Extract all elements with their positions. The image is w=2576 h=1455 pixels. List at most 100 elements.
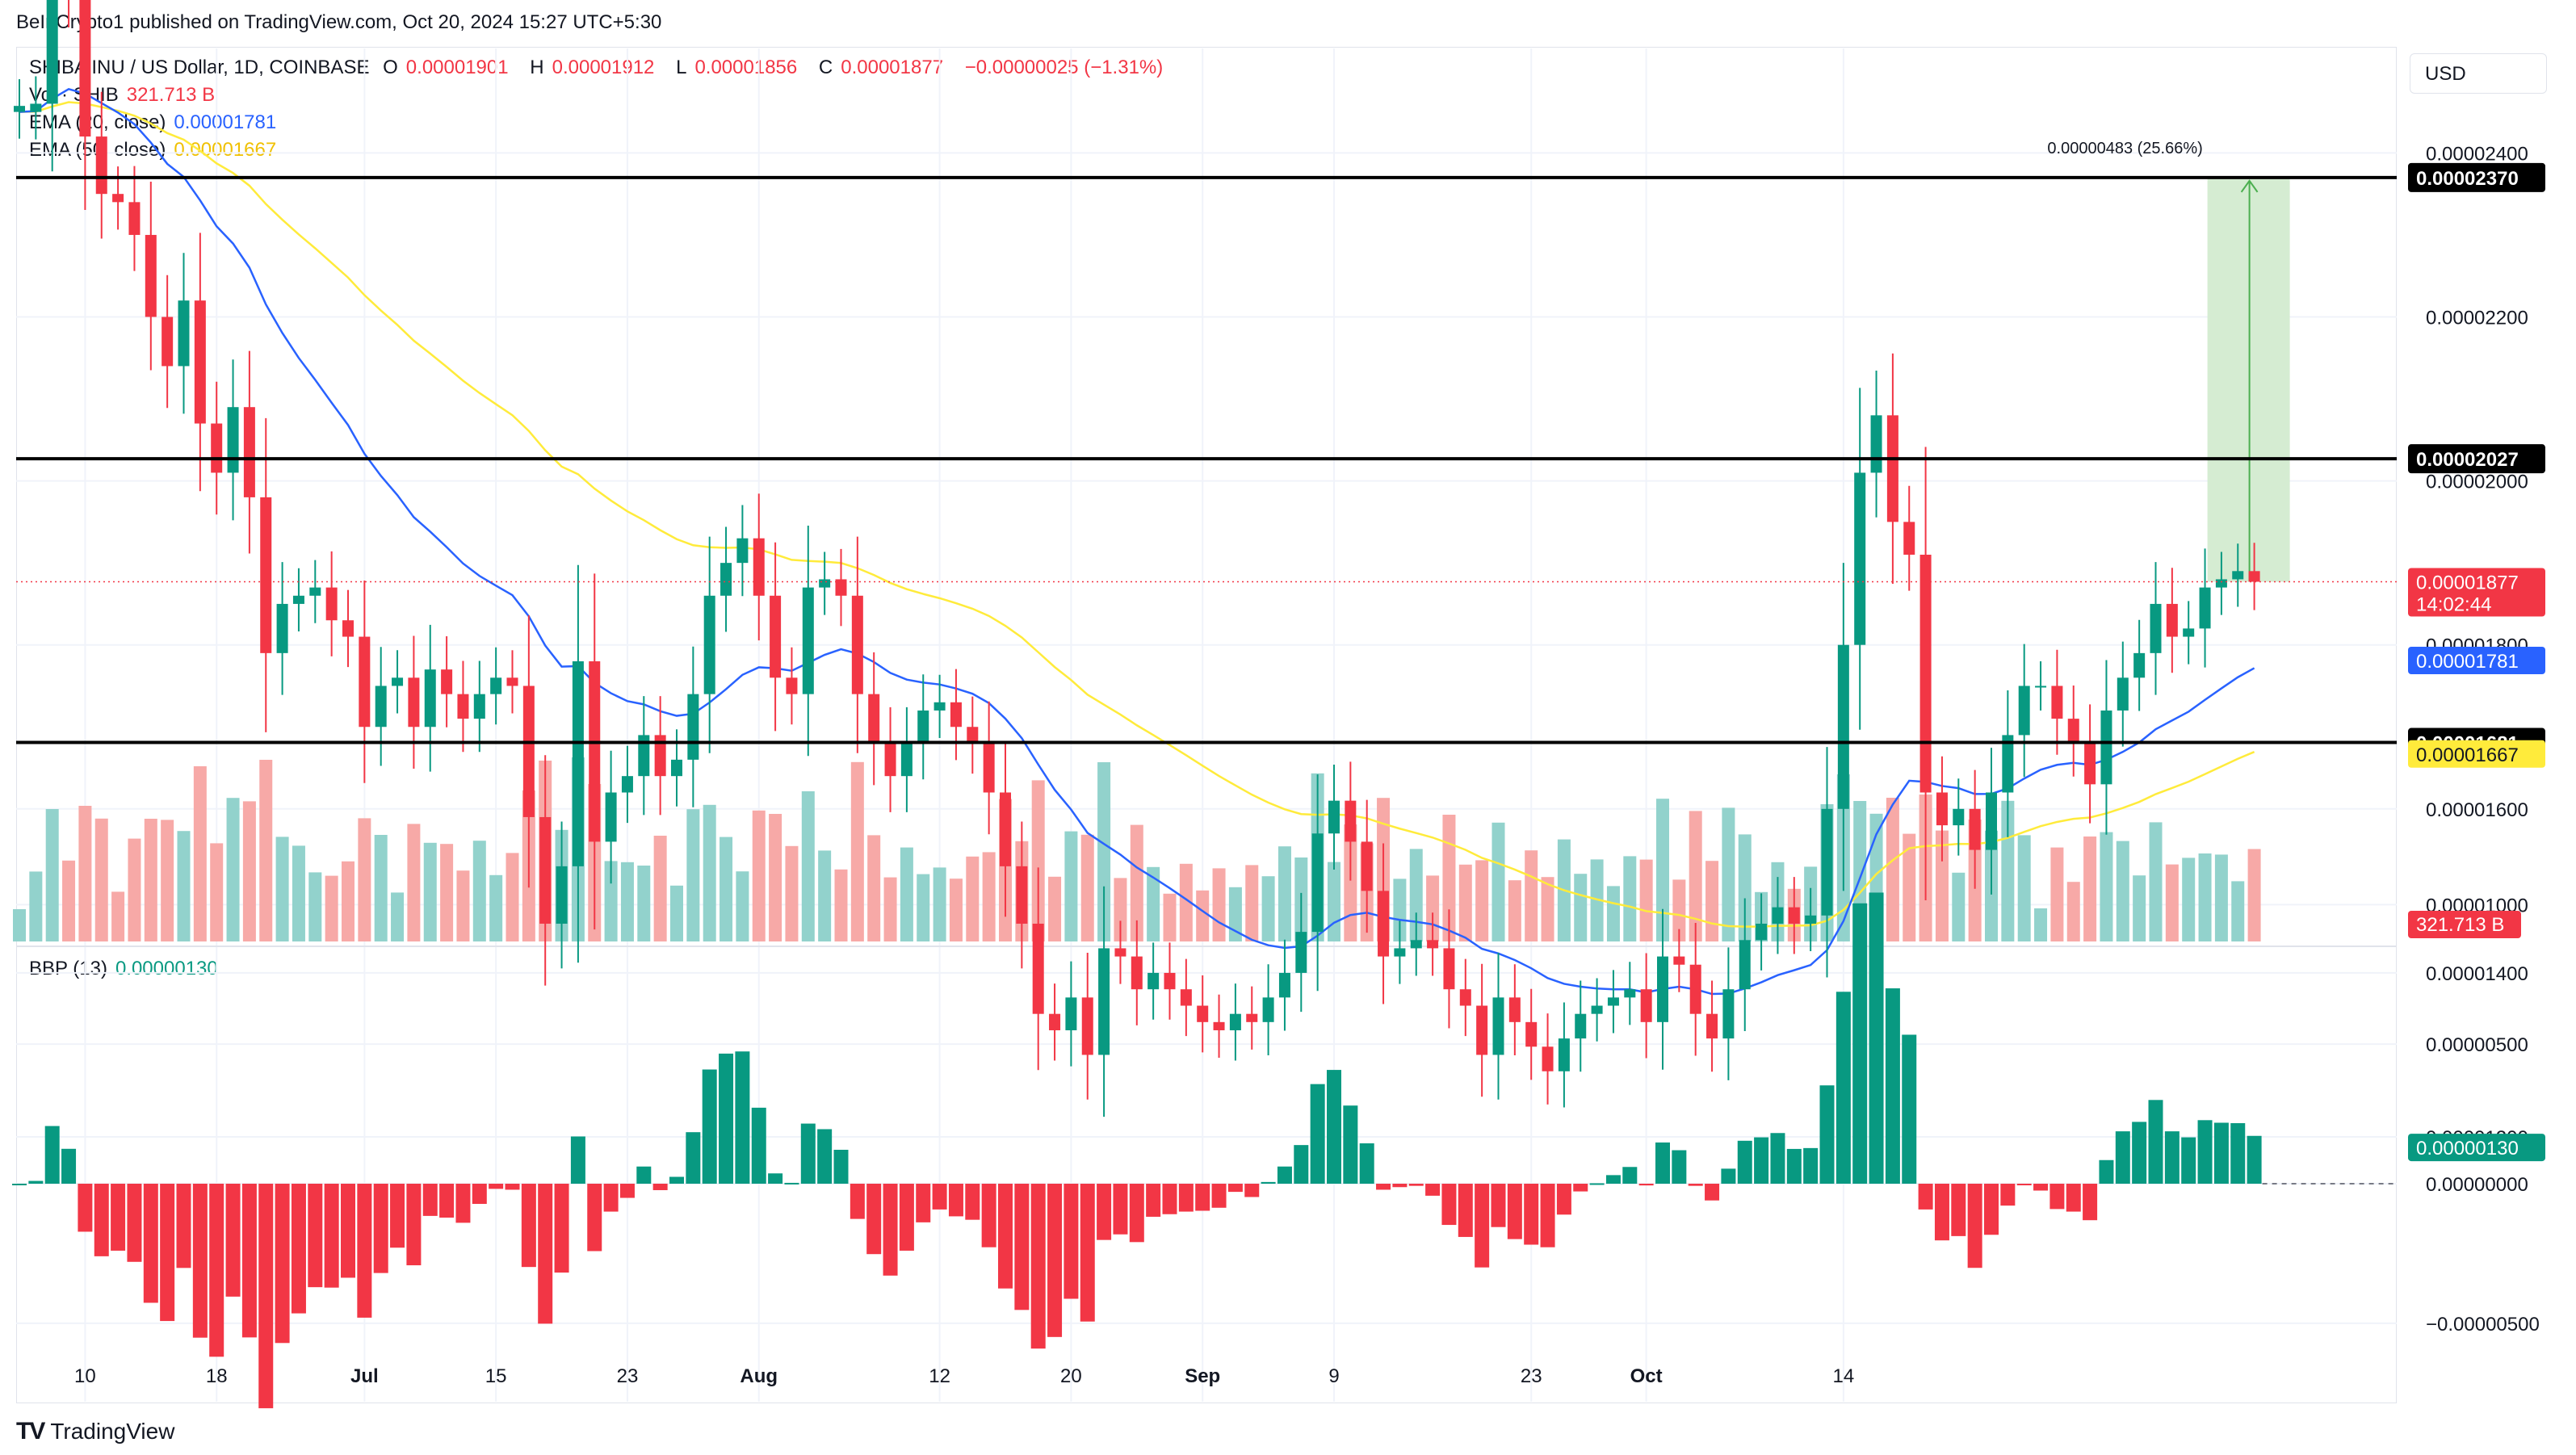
volume-bar xyxy=(45,809,59,941)
candle-body xyxy=(835,579,847,596)
candle-body xyxy=(933,702,946,711)
volume-bar xyxy=(1639,859,1653,941)
volume-bar xyxy=(2231,881,2245,941)
bbp-bar xyxy=(1819,1085,1835,1184)
legend-volume-row[interactable]: Vol · SHIB 321.713 B xyxy=(29,84,223,107)
projection-arrowhead xyxy=(2240,179,2259,193)
candle-body xyxy=(2117,677,2129,711)
volume-bar xyxy=(867,835,881,941)
candle-body xyxy=(14,106,25,112)
candle-body xyxy=(1394,948,1406,957)
candle-body xyxy=(1673,956,1685,965)
candle-body xyxy=(1657,956,1668,1022)
candle-body xyxy=(2018,686,2030,736)
volume-bar xyxy=(2066,882,2080,941)
volume-bar xyxy=(703,804,716,941)
volume-bar xyxy=(1475,860,1489,941)
volume-bar xyxy=(1344,824,1357,941)
bbp-bar xyxy=(1261,1181,1276,1184)
candle-body xyxy=(1492,997,1504,1055)
bbp-bar xyxy=(948,1184,963,1217)
time-axis-label: Aug xyxy=(740,1365,778,1387)
legend-bbp-row[interactable]: BBP (13) 0.00000130 xyxy=(29,958,226,980)
bbp-bar xyxy=(652,1184,668,1190)
candle-body xyxy=(687,694,699,760)
price-axis-label: 0.00002000 xyxy=(2426,472,2528,493)
time-axis-label: 23 xyxy=(1521,1365,1542,1387)
volume-bar xyxy=(1574,874,1588,941)
bbp-bar xyxy=(192,1184,208,1338)
candle-body xyxy=(1558,1038,1570,1071)
volume-bar xyxy=(1409,849,1423,941)
price-tag xyxy=(2408,646,2545,674)
candle-body xyxy=(128,202,141,235)
bbp-bar xyxy=(28,1180,44,1184)
volume-bar xyxy=(128,838,141,941)
legend-change: −0.00000025 (−1.31%) xyxy=(964,57,1164,78)
bbp-bar xyxy=(751,1107,766,1184)
candle-body xyxy=(868,694,880,744)
candle-body xyxy=(342,620,354,637)
volume-bar xyxy=(292,845,305,941)
candle-body xyxy=(1936,792,1948,826)
bbp-bar xyxy=(1178,1184,1194,1212)
volume-bar xyxy=(2034,908,2048,941)
candle-body xyxy=(162,317,174,367)
currency-button[interactable]: USD xyxy=(2410,53,2547,94)
bbp-bar xyxy=(719,1053,734,1184)
candle-body xyxy=(1870,415,1882,473)
bbp-bar xyxy=(1770,1133,1785,1184)
candle-body xyxy=(1969,808,1981,850)
price-tag-label: 0.00001781 xyxy=(2416,651,2519,673)
legend-high: 0.00001912 xyxy=(552,57,655,78)
footer-logo[interactable]: TV TradingView xyxy=(16,1418,174,1445)
candle-body xyxy=(1443,948,1455,990)
volume-bar xyxy=(2182,857,2196,941)
tradingview-logo-icon: TV xyxy=(16,1418,45,1445)
candle-body xyxy=(900,743,913,777)
volume-bar xyxy=(226,798,240,941)
bbp-bar xyxy=(1327,1070,1341,1184)
volume-bar xyxy=(472,841,486,941)
candle-body xyxy=(1197,1005,1209,1022)
candle-body xyxy=(1640,989,1652,1022)
bbp-bar xyxy=(373,1184,388,1273)
bbp-bar xyxy=(341,1184,355,1278)
bbp-axis-label: 0.00000000 xyxy=(2426,1174,2528,1196)
legend-ema20-row[interactable]: EMA (20, close) 0.00001781 xyxy=(29,111,284,134)
bbp-bar xyxy=(570,1136,585,1184)
candle-body xyxy=(2183,628,2195,637)
legend-ema20-value: 0.00001781 xyxy=(174,111,277,133)
price-axis-label: 0.00001400 xyxy=(2426,963,2528,985)
volume-bar xyxy=(720,837,733,941)
candle-body xyxy=(95,136,107,195)
bbp-bar xyxy=(160,1184,175,1322)
bbp-bar xyxy=(2000,1184,2016,1206)
bbp-bar xyxy=(916,1184,931,1222)
volume-bar xyxy=(982,852,996,941)
bbp-bar xyxy=(1475,1184,1490,1268)
bbp-tag-label: 0.00000130 xyxy=(2416,1138,2519,1159)
bbp-bar xyxy=(505,1184,520,1190)
volume-bar xyxy=(111,891,125,941)
bbp-bar xyxy=(2016,1184,2032,1185)
candle-body xyxy=(967,727,979,744)
legend-open: 0.00001901 xyxy=(405,57,509,78)
bbp-bar xyxy=(12,1184,27,1185)
bbp-bar xyxy=(406,1184,422,1266)
volume-bar xyxy=(2149,822,2163,941)
bbp-bar xyxy=(981,1184,996,1247)
candle-body xyxy=(30,103,42,112)
bbp-bar xyxy=(587,1184,602,1252)
bbp-bar xyxy=(2033,1184,2049,1191)
time-axis-label: 23 xyxy=(617,1365,639,1387)
candle-body xyxy=(375,686,387,728)
candle-body xyxy=(2084,743,2096,785)
candle-body xyxy=(1722,989,1735,1039)
candle-body xyxy=(950,702,962,728)
price-tag-label: 0.00001667 xyxy=(2416,744,2519,766)
bbp-bar xyxy=(1754,1137,1769,1184)
volume-bar xyxy=(210,843,224,941)
candle-body xyxy=(441,669,453,694)
